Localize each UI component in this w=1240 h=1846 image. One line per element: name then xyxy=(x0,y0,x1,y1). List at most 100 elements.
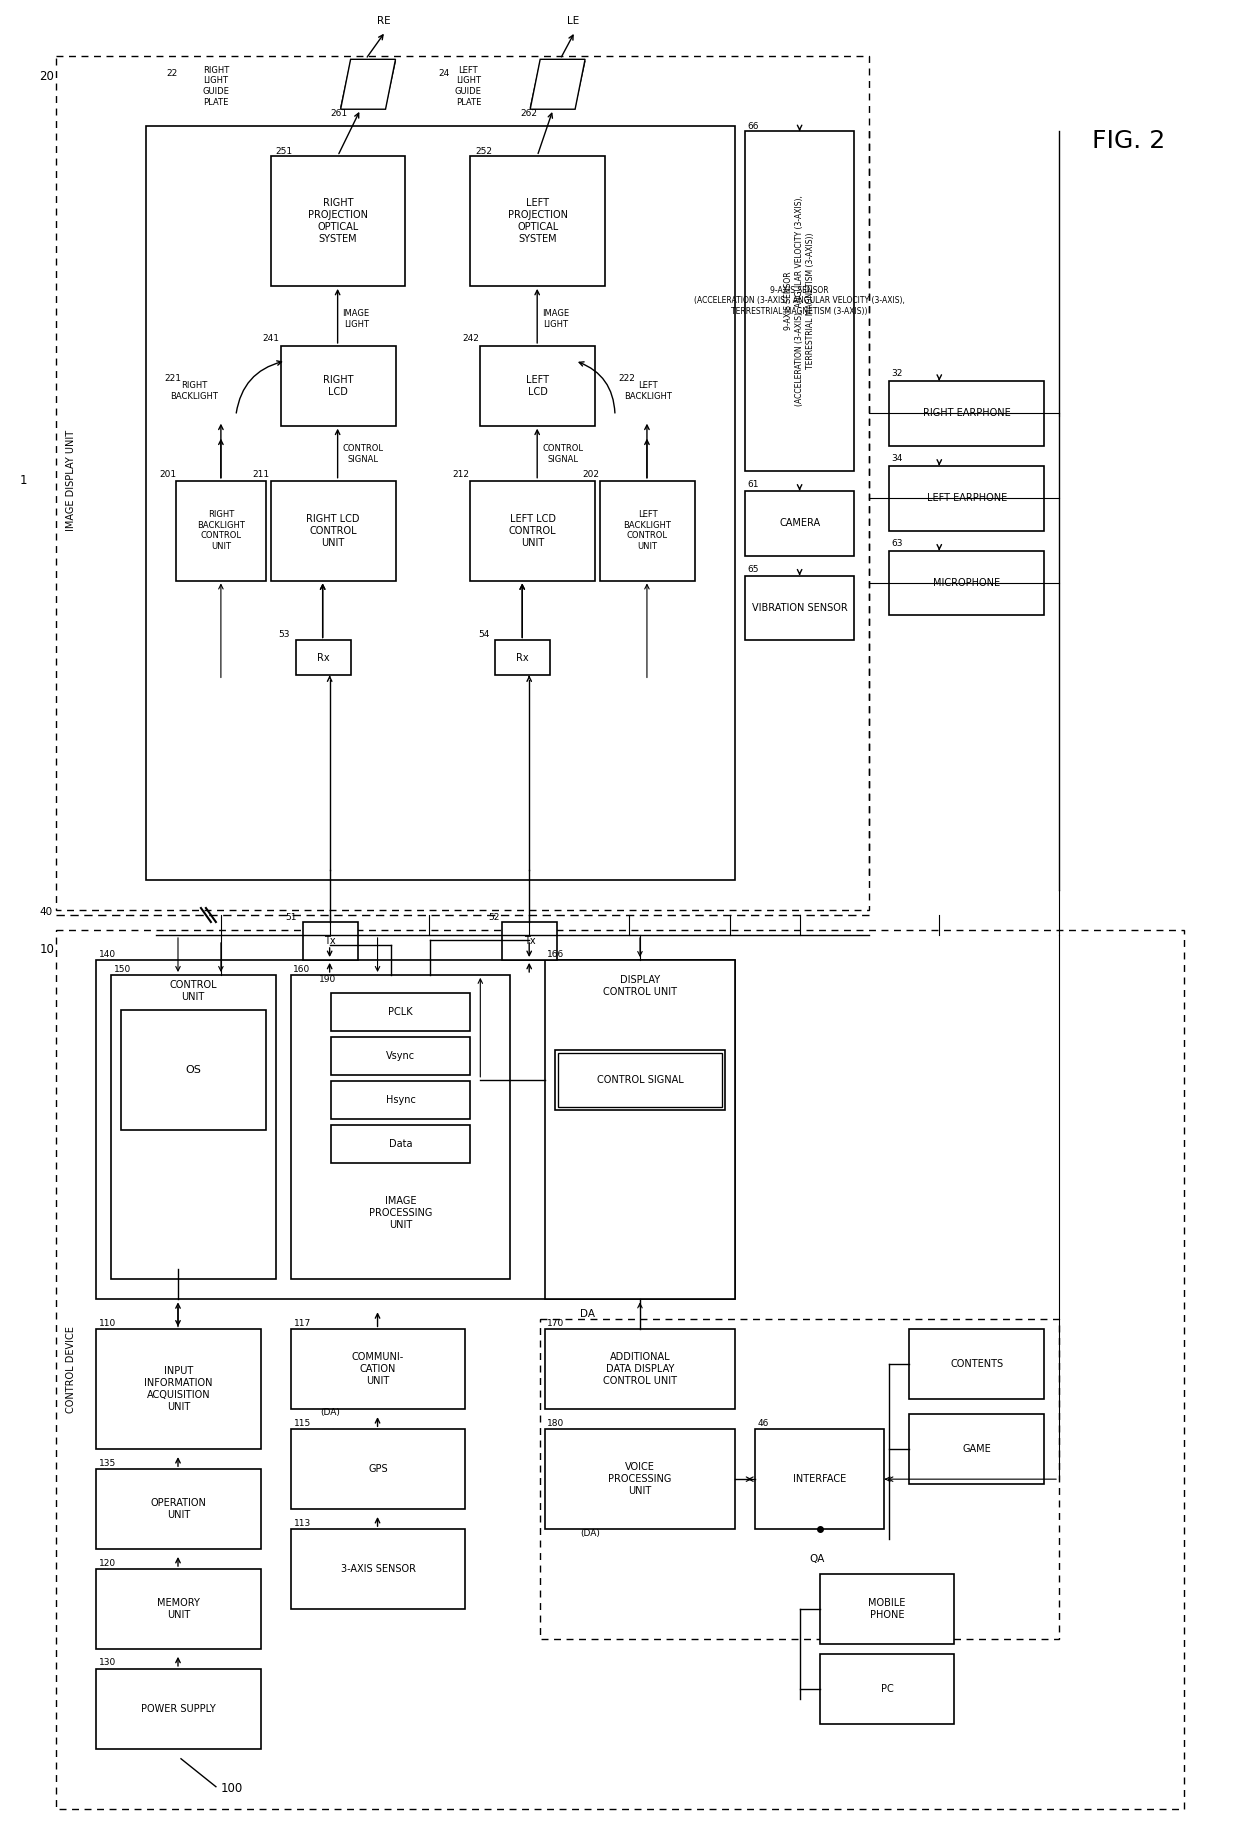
Text: 10: 10 xyxy=(40,943,55,956)
Bar xyxy=(331,1080,470,1119)
Text: 166: 166 xyxy=(547,951,564,960)
Text: 135: 135 xyxy=(99,1458,117,1468)
Bar xyxy=(122,1010,265,1130)
Text: 120: 120 xyxy=(99,1558,117,1567)
Bar xyxy=(290,1528,465,1610)
Text: RIGHT
LIGHT
GUIDE
PLATE: RIGHT LIGHT GUIDE PLATE xyxy=(202,66,229,107)
Bar xyxy=(470,480,595,580)
Bar xyxy=(755,1429,884,1528)
Bar xyxy=(546,1429,735,1528)
Text: 53: 53 xyxy=(279,629,290,639)
Text: 24: 24 xyxy=(439,68,450,78)
Text: 51: 51 xyxy=(285,912,298,921)
Bar xyxy=(97,1329,260,1449)
Text: Vsync: Vsync xyxy=(386,1050,415,1061)
Text: LEFT LCD
CONTROL
UNIT: LEFT LCD CONTROL UNIT xyxy=(508,513,557,548)
Text: MICROPHONE: MICROPHONE xyxy=(934,578,1001,589)
Bar xyxy=(909,1329,1044,1399)
Text: 61: 61 xyxy=(748,480,759,489)
Text: VOICE
PROCESSING
UNIT: VOICE PROCESSING UNIT xyxy=(609,1462,672,1495)
Text: QA: QA xyxy=(810,1554,825,1564)
Text: RIGHT
BACKLIGHT: RIGHT BACKLIGHT xyxy=(170,380,218,401)
Bar xyxy=(820,1575,955,1645)
Bar xyxy=(820,1654,955,1724)
Text: OPERATION
UNIT: OPERATION UNIT xyxy=(150,1499,206,1519)
Text: 100: 100 xyxy=(221,1781,243,1794)
Text: 241: 241 xyxy=(263,334,280,343)
Text: Data: Data xyxy=(389,1139,412,1148)
Bar xyxy=(889,465,1044,530)
Bar xyxy=(541,1320,1059,1639)
Text: LEFT
LIGHT
GUIDE
PLATE: LEFT LIGHT GUIDE PLATE xyxy=(455,66,482,107)
Text: 65: 65 xyxy=(748,565,759,574)
Text: ADDITIONAL
DATA DISPLAY
CONTROL UNIT: ADDITIONAL DATA DISPLAY CONTROL UNIT xyxy=(603,1353,677,1386)
Bar xyxy=(480,345,595,426)
Bar xyxy=(97,1669,260,1748)
Bar xyxy=(889,380,1044,445)
Text: GAME: GAME xyxy=(962,1444,991,1455)
Text: CONTROL DEVICE: CONTROL DEVICE xyxy=(66,1325,76,1412)
Text: 252: 252 xyxy=(475,146,492,155)
Bar xyxy=(97,960,735,1300)
Bar xyxy=(546,960,735,1300)
Text: GPS: GPS xyxy=(368,1464,388,1475)
Text: RIGHT
LCD: RIGHT LCD xyxy=(322,375,353,397)
Bar xyxy=(290,1329,465,1408)
Bar xyxy=(176,480,265,580)
Text: 40: 40 xyxy=(40,906,52,917)
Text: 202: 202 xyxy=(582,471,599,480)
Text: RIGHT EARPHONE: RIGHT EARPHONE xyxy=(923,408,1011,419)
Text: INTERFACE: INTERFACE xyxy=(792,1475,846,1484)
Text: 117: 117 xyxy=(294,1318,311,1327)
Text: INPUT
INFORMATION
ACQUISITION
UNIT: INPUT INFORMATION ACQUISITION UNIT xyxy=(144,1366,213,1412)
Text: 110: 110 xyxy=(99,1318,117,1327)
Text: DISPLAY
CONTROL UNIT: DISPLAY CONTROL UNIT xyxy=(603,975,677,997)
Bar xyxy=(909,1414,1044,1484)
Text: LEFT
LCD: LEFT LCD xyxy=(526,375,549,397)
Text: 66: 66 xyxy=(748,122,759,131)
Bar xyxy=(546,1329,735,1408)
Text: LEFT
BACKLIGHT: LEFT BACKLIGHT xyxy=(624,380,672,401)
Bar xyxy=(556,1050,724,1109)
Text: 32: 32 xyxy=(892,369,903,378)
Text: RIGHT LCD
CONTROL
UNIT: RIGHT LCD CONTROL UNIT xyxy=(306,513,360,548)
Text: 180: 180 xyxy=(547,1420,564,1427)
Text: LEFT
PROJECTION
OPTICAL
SYSTEM: LEFT PROJECTION OPTICAL SYSTEM xyxy=(507,198,568,244)
Text: 222: 222 xyxy=(618,375,635,384)
Bar xyxy=(303,921,357,960)
Text: MEMORY
UNIT: MEMORY UNIT xyxy=(157,1599,200,1621)
Bar xyxy=(97,1569,260,1648)
Text: Tx: Tx xyxy=(325,936,336,945)
Text: 46: 46 xyxy=(758,1420,769,1427)
Bar xyxy=(331,1037,470,1074)
Text: PC: PC xyxy=(880,1684,893,1695)
Bar xyxy=(270,157,405,286)
Text: 115: 115 xyxy=(294,1420,311,1427)
Bar xyxy=(295,641,351,676)
Text: Hsync: Hsync xyxy=(386,1095,415,1104)
Text: 9-AXIS SENSOR
(ACCELERATION (3-AXIS), ANGULAR VELOCITY (3-AXIS),
TERRESTRIAL MAG: 9-AXIS SENSOR (ACCELERATION (3-AXIS), AN… xyxy=(694,286,905,316)
Text: COMMUNI-
CATION
UNIT: COMMUNI- CATION UNIT xyxy=(352,1353,404,1386)
Text: 34: 34 xyxy=(892,454,903,463)
Text: 130: 130 xyxy=(99,1658,117,1667)
Text: 160: 160 xyxy=(293,965,310,975)
Text: 201: 201 xyxy=(159,471,176,480)
Text: 9-AXIS SENSOR
(ACCELERATION (3-AXIS), ANGULAR VELOCITY (3-AXIS),
TERRESTRIAL MAG: 9-AXIS SENSOR (ACCELERATION (3-AXIS), AN… xyxy=(785,196,815,406)
Text: 242: 242 xyxy=(463,334,479,343)
Text: (DA): (DA) xyxy=(580,1528,600,1538)
Text: CAMERA: CAMERA xyxy=(779,519,820,528)
Polygon shape xyxy=(531,59,585,109)
Text: 170: 170 xyxy=(547,1318,564,1327)
Text: FIG. 2: FIG. 2 xyxy=(1092,129,1166,153)
Text: Tx: Tx xyxy=(523,936,536,945)
Text: 261: 261 xyxy=(331,109,347,118)
Bar xyxy=(745,131,854,471)
Text: 251: 251 xyxy=(275,146,293,155)
Bar xyxy=(745,576,854,641)
Text: 3-AXIS SENSOR: 3-AXIS SENSOR xyxy=(341,1564,415,1575)
Text: 63: 63 xyxy=(892,539,903,548)
Bar xyxy=(97,1469,260,1549)
Text: LE: LE xyxy=(567,17,579,26)
Bar xyxy=(146,126,735,881)
Text: CONTROL
SIGNAL: CONTROL SIGNAL xyxy=(342,443,383,463)
